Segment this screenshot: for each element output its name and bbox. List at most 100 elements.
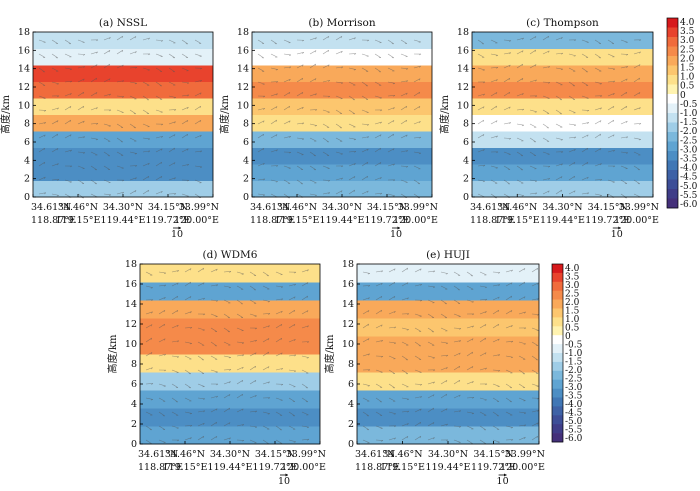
colorbar-swatch: [667, 18, 678, 28]
y-tick-label: 14: [125, 299, 137, 310]
heat-band: [472, 65, 653, 82]
heat-band: [252, 32, 432, 49]
y-tick-label: 2: [24, 174, 30, 185]
panel-title: (a) NSSL: [99, 17, 147, 29]
heat-band: [357, 282, 539, 301]
x-tick-lat: 34.30°N: [210, 449, 250, 460]
y-tick-label: 10: [457, 100, 469, 111]
reference-vector-head: [504, 473, 507, 477]
reference-vector-head: [397, 226, 400, 230]
y-tick-label: 8: [348, 359, 354, 370]
colorbar-swatch: [552, 415, 563, 425]
heat-band: [357, 336, 539, 355]
x-tick-lon: 118.87°E: [355, 462, 400, 473]
reference-vector-head: [618, 226, 621, 230]
heat-band: [472, 114, 653, 132]
colorbar-swatch: [552, 272, 563, 283]
y-tick-label: 14: [237, 64, 249, 75]
colorbar-tick-label: 3.5: [680, 27, 695, 37]
x-tick-lat: 34.15°N: [588, 202, 628, 213]
heat-band: [252, 65, 432, 82]
colorbar-tick-label: -6.0: [680, 200, 698, 210]
x-tick-lon: 120.00°E: [174, 215, 219, 226]
panel-5: [356, 263, 540, 445]
colorbar-tick-label: -5.0: [680, 182, 698, 192]
colorbar-swatch: [552, 433, 563, 443]
y-tick-label: 0: [463, 192, 469, 203]
wind-vectors: [477, 35, 642, 199]
heat-band: [33, 180, 213, 198]
heat-band: [357, 408, 539, 427]
wind-vectors: [257, 35, 422, 199]
colorbar-1: [666, 17, 679, 209]
colorbar-swatch: [667, 132, 678, 142]
colorbar-tick-label: 0.5: [680, 82, 695, 92]
heat-band: [252, 81, 432, 99]
colorbar-frame: [551, 263, 564, 443]
colorbar-tick-label: -4.5: [680, 173, 698, 183]
x-tick-lon: 119.72°E: [365, 215, 410, 226]
colorbar-tick-label: 1.0: [565, 315, 580, 325]
y-tick-label: 8: [24, 119, 30, 130]
y-tick-label: 18: [18, 27, 30, 38]
y-tick-label: 12: [125, 319, 137, 330]
colorbar-tick-label: -4.0: [680, 164, 698, 174]
heat-band: [33, 98, 213, 115]
reference-vector-head: [178, 226, 181, 230]
colorbar-swatch: [552, 290, 563, 300]
x-tick-lon: 120.00°E: [281, 462, 326, 473]
x-tick-lat: 34.61°N: [250, 202, 290, 213]
y-tick-label: 4: [131, 399, 137, 410]
x-tick-lon: 119.15°E: [380, 462, 425, 473]
colorbar-tick-label: -3.0: [565, 383, 583, 393]
x-tick-lat: 33.99°N: [505, 449, 545, 460]
y-tick-label: 2: [131, 419, 137, 430]
y-tick-label: 4: [348, 399, 354, 410]
colorbar-swatch: [667, 179, 678, 190]
colorbar-swatch: [552, 406, 563, 416]
x-tick-lat: 34.61°N: [31, 202, 71, 213]
panel-title: (b) Morrison: [308, 17, 375, 29]
heat-band: [33, 164, 213, 181]
x-tick-lat: 34.15°N: [255, 449, 295, 460]
wind-vectors: [38, 35, 203, 199]
y-tick-label: 2: [243, 174, 249, 185]
y-axis-label: 高度/km: [0, 95, 12, 134]
x-tick-lon: 118.87°E: [138, 462, 183, 473]
x-tick-lon: 119.72°E: [253, 462, 298, 473]
colorbar-swatch: [667, 84, 678, 95]
x-tick-lon: 119.72°E: [146, 215, 191, 226]
colorbar-swatch: [667, 122, 678, 133]
x-tick-lat: 33.99°N: [619, 202, 659, 213]
y-tick-label: 16: [237, 45, 249, 56]
colorbar-swatch: [552, 281, 563, 291]
heat-band: [252, 114, 432, 132]
panel-2: [251, 31, 433, 199]
y-tick-label: 0: [348, 439, 354, 450]
heat-band: [472, 48, 653, 66]
colorbar-tick-label: -1.0: [565, 349, 583, 359]
x-tick-lat: 34.15°N: [148, 202, 188, 213]
y-tick-label: 8: [463, 119, 469, 130]
panel-1: [32, 31, 214, 199]
x-tick-lat: 33.99°N: [398, 202, 438, 213]
colorbar-tick-label: -1.5: [565, 358, 583, 368]
panel-title: (c) Thompson: [526, 17, 599, 29]
panel-title: (e) HUJI: [426, 249, 470, 261]
colorbar-tick-label: 3.0: [565, 281, 580, 291]
colorbar-tick-label: -0.5: [680, 100, 698, 110]
colorbar-swatch: [667, 189, 678, 199]
colorbar-swatch: [667, 37, 678, 47]
heat-band: [357, 390, 539, 409]
y-tick-label: 0: [131, 439, 137, 450]
heat-band: [472, 81, 653, 99]
x-tick-lat: 34.46°N: [58, 202, 98, 213]
colorbar-tick-label: -4.5: [565, 409, 583, 419]
colorbar-swatch: [552, 299, 563, 309]
heat-band: [357, 372, 539, 391]
x-tick-lat: 33.99°N: [179, 202, 219, 213]
colorbar-swatch: [552, 361, 563, 372]
x-tick-lat: 34.46°N: [497, 202, 537, 213]
